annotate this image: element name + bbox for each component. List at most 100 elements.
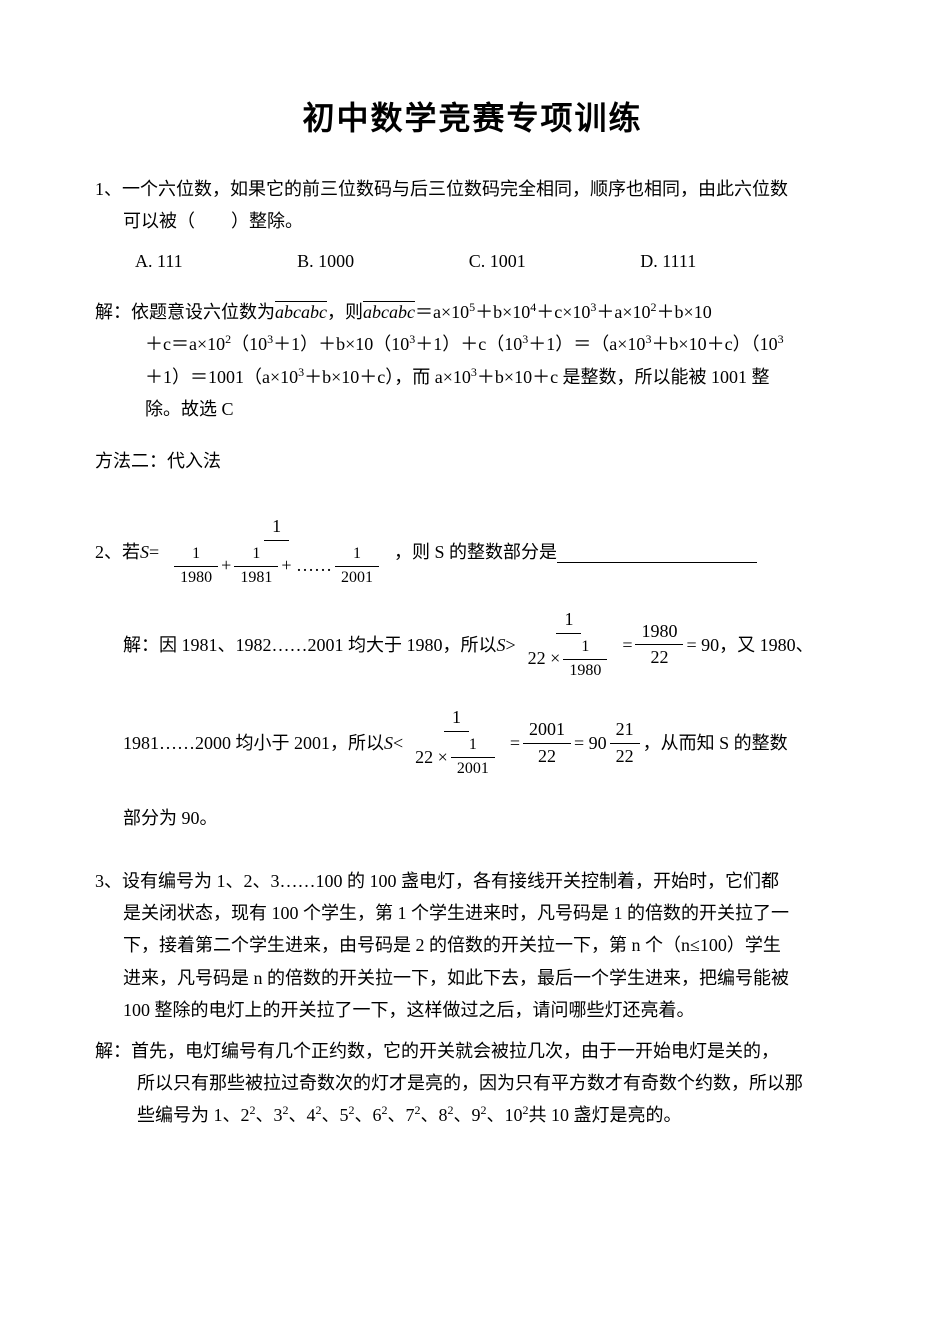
p2s-f4-num: 2001 bbox=[523, 717, 571, 743]
problem-1: 1、一个六位数，如果它的前三位数码与后三位数码完全相同，顺序也相同，由此六位数 … bbox=[95, 173, 850, 278]
solution-1-line4: 除。故选 C bbox=[95, 393, 850, 425]
p3s-suf: 共 10 盏灯是亮的。 bbox=[529, 1105, 682, 1125]
p2s-f1-num: 1 bbox=[556, 606, 581, 634]
p3s-l2: 所以只有那些被拉过奇数次的灯才是亮的，因为只有平方数才有奇数个约数，所以那 bbox=[95, 1067, 850, 1099]
p2-den-f2-num: 1 bbox=[234, 543, 278, 566]
p3s-l3: 些编号为 1、22、32、42、52、62、72、82、92、102共 10 盏… bbox=[95, 1099, 850, 1131]
p3s-l1: 解：首先，电灯编号有几个正约数，它的开关就会被拉几次，由于一开始电灯是关的， bbox=[95, 1035, 850, 1067]
solution-1-line3: ＋1）＝1001（a×103＋b×10＋c），而 a×103＋b×10＋c 是整… bbox=[95, 361, 850, 393]
p2s-f2-num: 1980 bbox=[635, 619, 683, 645]
p3s-a: 、3 bbox=[256, 1105, 283, 1125]
sol1-b10: ＋b×10 bbox=[657, 302, 712, 322]
sol1-l2p4: ＋1）＝（a×10 bbox=[528, 334, 645, 354]
p2-den-f3-den: 2001 bbox=[335, 567, 379, 589]
problem-1-stem-line1: 1、一个六位数，如果它的前三位数码与后三位数码完全相同，顺序也相同，由此六位数 bbox=[95, 173, 850, 205]
sup-3f: 3 bbox=[778, 332, 784, 346]
p3-l3: 下，接着第二个学生进来，由号码是 2 的倍数的开关拉一下，第 n 个（n≤100… bbox=[95, 929, 850, 961]
p2s-eq4: = 90 bbox=[574, 727, 607, 759]
p2s-gt: > bbox=[506, 629, 516, 661]
p2-den-f3: 1 2001 bbox=[335, 543, 379, 589]
sol1-eq-intro: ＝a×10 bbox=[415, 302, 469, 322]
p2-plus1: + bbox=[221, 554, 231, 577]
p3-l2: 是关闭状态，现有 100 个学生，第 1 个学生进来时，凡号码是 1 的倍数的开… bbox=[95, 897, 850, 929]
p2s-l2-suf: ，从而知 S 的整数 bbox=[643, 727, 788, 759]
p2-plus2: + …… bbox=[281, 554, 332, 577]
problem-1-stem-line2: 可以被（ ）整除。 bbox=[95, 205, 850, 237]
option-d: D. 1111 bbox=[640, 245, 696, 277]
solution-1-line2: ＋c＝a×102（103＋1）＋b×10（103＋1）＋c（103＋1）＝（a×… bbox=[95, 328, 850, 360]
p2s-eq2: = 90 bbox=[686, 629, 719, 661]
p2s-22x-1: 22 × bbox=[528, 647, 561, 670]
overline-abcabc-2: abcabc bbox=[363, 302, 415, 322]
p3-l5: 100 整除的电灯上的开关拉了一下，这样做过之后，请问哪些灯还亮着。 bbox=[95, 994, 850, 1026]
p2s-mixed: 21 22 bbox=[610, 717, 640, 768]
sol1-l2p2: ＋1）＋b×10（10 bbox=[273, 334, 409, 354]
p2s-frac4: 2001 22 bbox=[523, 717, 571, 768]
p2s-S1: S bbox=[497, 629, 506, 661]
p2s-frac2: 1980 22 bbox=[635, 619, 683, 670]
p2s-f2-den: 22 bbox=[635, 645, 683, 670]
p2-sol-line2: 1981……2000 均小于 2001，所以 S < 1 22 × 1 2001… bbox=[95, 704, 850, 782]
p2s-S2: S bbox=[384, 727, 393, 759]
p2s-mixed-num: 21 bbox=[610, 717, 640, 743]
problem-1-options: A. 111 B. 1000 C. 1001 D. 1111 bbox=[95, 245, 850, 277]
sol1-mid1: ，则 bbox=[327, 302, 363, 322]
sol1-a102: ＋a×10 bbox=[596, 302, 650, 322]
sol1-l2p3: ＋1）＋c（10 bbox=[415, 334, 522, 354]
problem-1-method2: 方法二：代入法 bbox=[95, 445, 850, 477]
p2s-in1-num: 1 bbox=[563, 636, 607, 659]
p3-l4: 进来，凡号码是 n 的倍数的开关拉一下，如此下去，最后一个学生进来，把编号能被 bbox=[95, 962, 850, 994]
p2-bigfrac-den: 1 1980 + 1 1981 + …… 1 2001 bbox=[163, 541, 390, 591]
option-b: B. 1000 bbox=[297, 245, 354, 277]
p2-den-f1: 1 1980 bbox=[174, 543, 218, 589]
p2s-f1-den: 22 × 1 1980 bbox=[520, 634, 619, 684]
p2-sol-line3: 部分为 90。 bbox=[95, 802, 850, 834]
p2s-22x-2: 22 × bbox=[415, 746, 448, 769]
p2s-l2-pre: 1981……2000 均小于 2001，所以 bbox=[123, 727, 384, 759]
problem-1-solution: 解：依题意设六位数为abcabc，则abcabc＝a×105＋b×104＋c×1… bbox=[95, 296, 850, 426]
p2-den-f3-num: 1 bbox=[335, 543, 379, 566]
p2-den-f2-den: 1981 bbox=[234, 567, 278, 589]
sol1-l3a: ＋1）＝1001（a×10 bbox=[145, 367, 298, 387]
p2-S: S bbox=[140, 536, 149, 568]
p3s-e: 、7 bbox=[388, 1105, 415, 1125]
sol1-b104: ＋b×10 bbox=[475, 302, 530, 322]
p3s-b: 、4 bbox=[289, 1105, 316, 1125]
answer-blank bbox=[557, 541, 757, 563]
p2s-f4-den: 22 bbox=[523, 744, 571, 769]
p3s-f: 、8 bbox=[421, 1105, 448, 1125]
p2s-inner1: 1 1980 bbox=[563, 636, 607, 682]
p2s-frac1: 1 22 × 1 1980 bbox=[520, 606, 619, 684]
sol1-c103: ＋c×10 bbox=[536, 302, 590, 322]
p3s-d: 、6 bbox=[355, 1105, 382, 1125]
p2-eq: = bbox=[149, 536, 159, 568]
p2-prefix: 2、若 bbox=[95, 536, 140, 568]
p2-sol-line1: 解：因 1981、1982……2001 均大于 1980，所以 S > 1 22… bbox=[95, 606, 850, 684]
p2s-eq1: = bbox=[622, 629, 632, 661]
p2-bigfrac-num: 1 bbox=[264, 513, 289, 541]
sol1-l2p5: ＋b×10＋c）（10 bbox=[651, 334, 777, 354]
p3s-h: 、10 bbox=[487, 1105, 523, 1125]
sol1-l3b: ＋b×10＋c），而 a×10 bbox=[304, 367, 471, 387]
p2s-inner2: 1 2001 bbox=[451, 734, 495, 780]
p3s-l3-pre: 些编号为 1、2 bbox=[137, 1105, 250, 1125]
p2-bigfrac: 1 1 1980 + 1 1981 + …… 1 2001 bbox=[163, 513, 390, 591]
problem-2-solution: 解：因 1981、1982……2001 均大于 1980，所以 S > 1 22… bbox=[95, 606, 850, 835]
p2s-mixed-den: 22 bbox=[610, 744, 640, 769]
solution-1-line1: 解：依题意设六位数为abcabc，则abcabc＝a×105＋b×104＋c×1… bbox=[95, 296, 850, 328]
p3s-g: 、9 bbox=[454, 1105, 481, 1125]
p2s-l1-suf: ，又 1980、 bbox=[719, 629, 814, 661]
sol1-l2a: ＋c＝a×10 bbox=[145, 334, 225, 354]
p2-den-f2: 1 1981 bbox=[234, 543, 278, 589]
p2s-lt: < bbox=[393, 727, 403, 759]
document-title: 初中数学竞赛专项训练 bbox=[95, 90, 850, 148]
p2-suffix: ，则 S 的整数部分是 bbox=[394, 536, 557, 568]
overline-abcabc-1: abcabc bbox=[275, 302, 327, 322]
p3s-c: 、5 bbox=[322, 1105, 349, 1125]
problem-2: 2、若 S = 1 1 1980 + 1 1981 + …… 1 2001 bbox=[95, 513, 850, 835]
p2s-in2-den: 2001 bbox=[451, 758, 495, 780]
option-a: A. 111 bbox=[135, 245, 183, 277]
p2-den-f1-den: 1980 bbox=[174, 567, 218, 589]
p2s-frac3: 1 22 × 1 2001 bbox=[407, 704, 506, 782]
p2s-f3-num: 1 bbox=[444, 704, 469, 732]
